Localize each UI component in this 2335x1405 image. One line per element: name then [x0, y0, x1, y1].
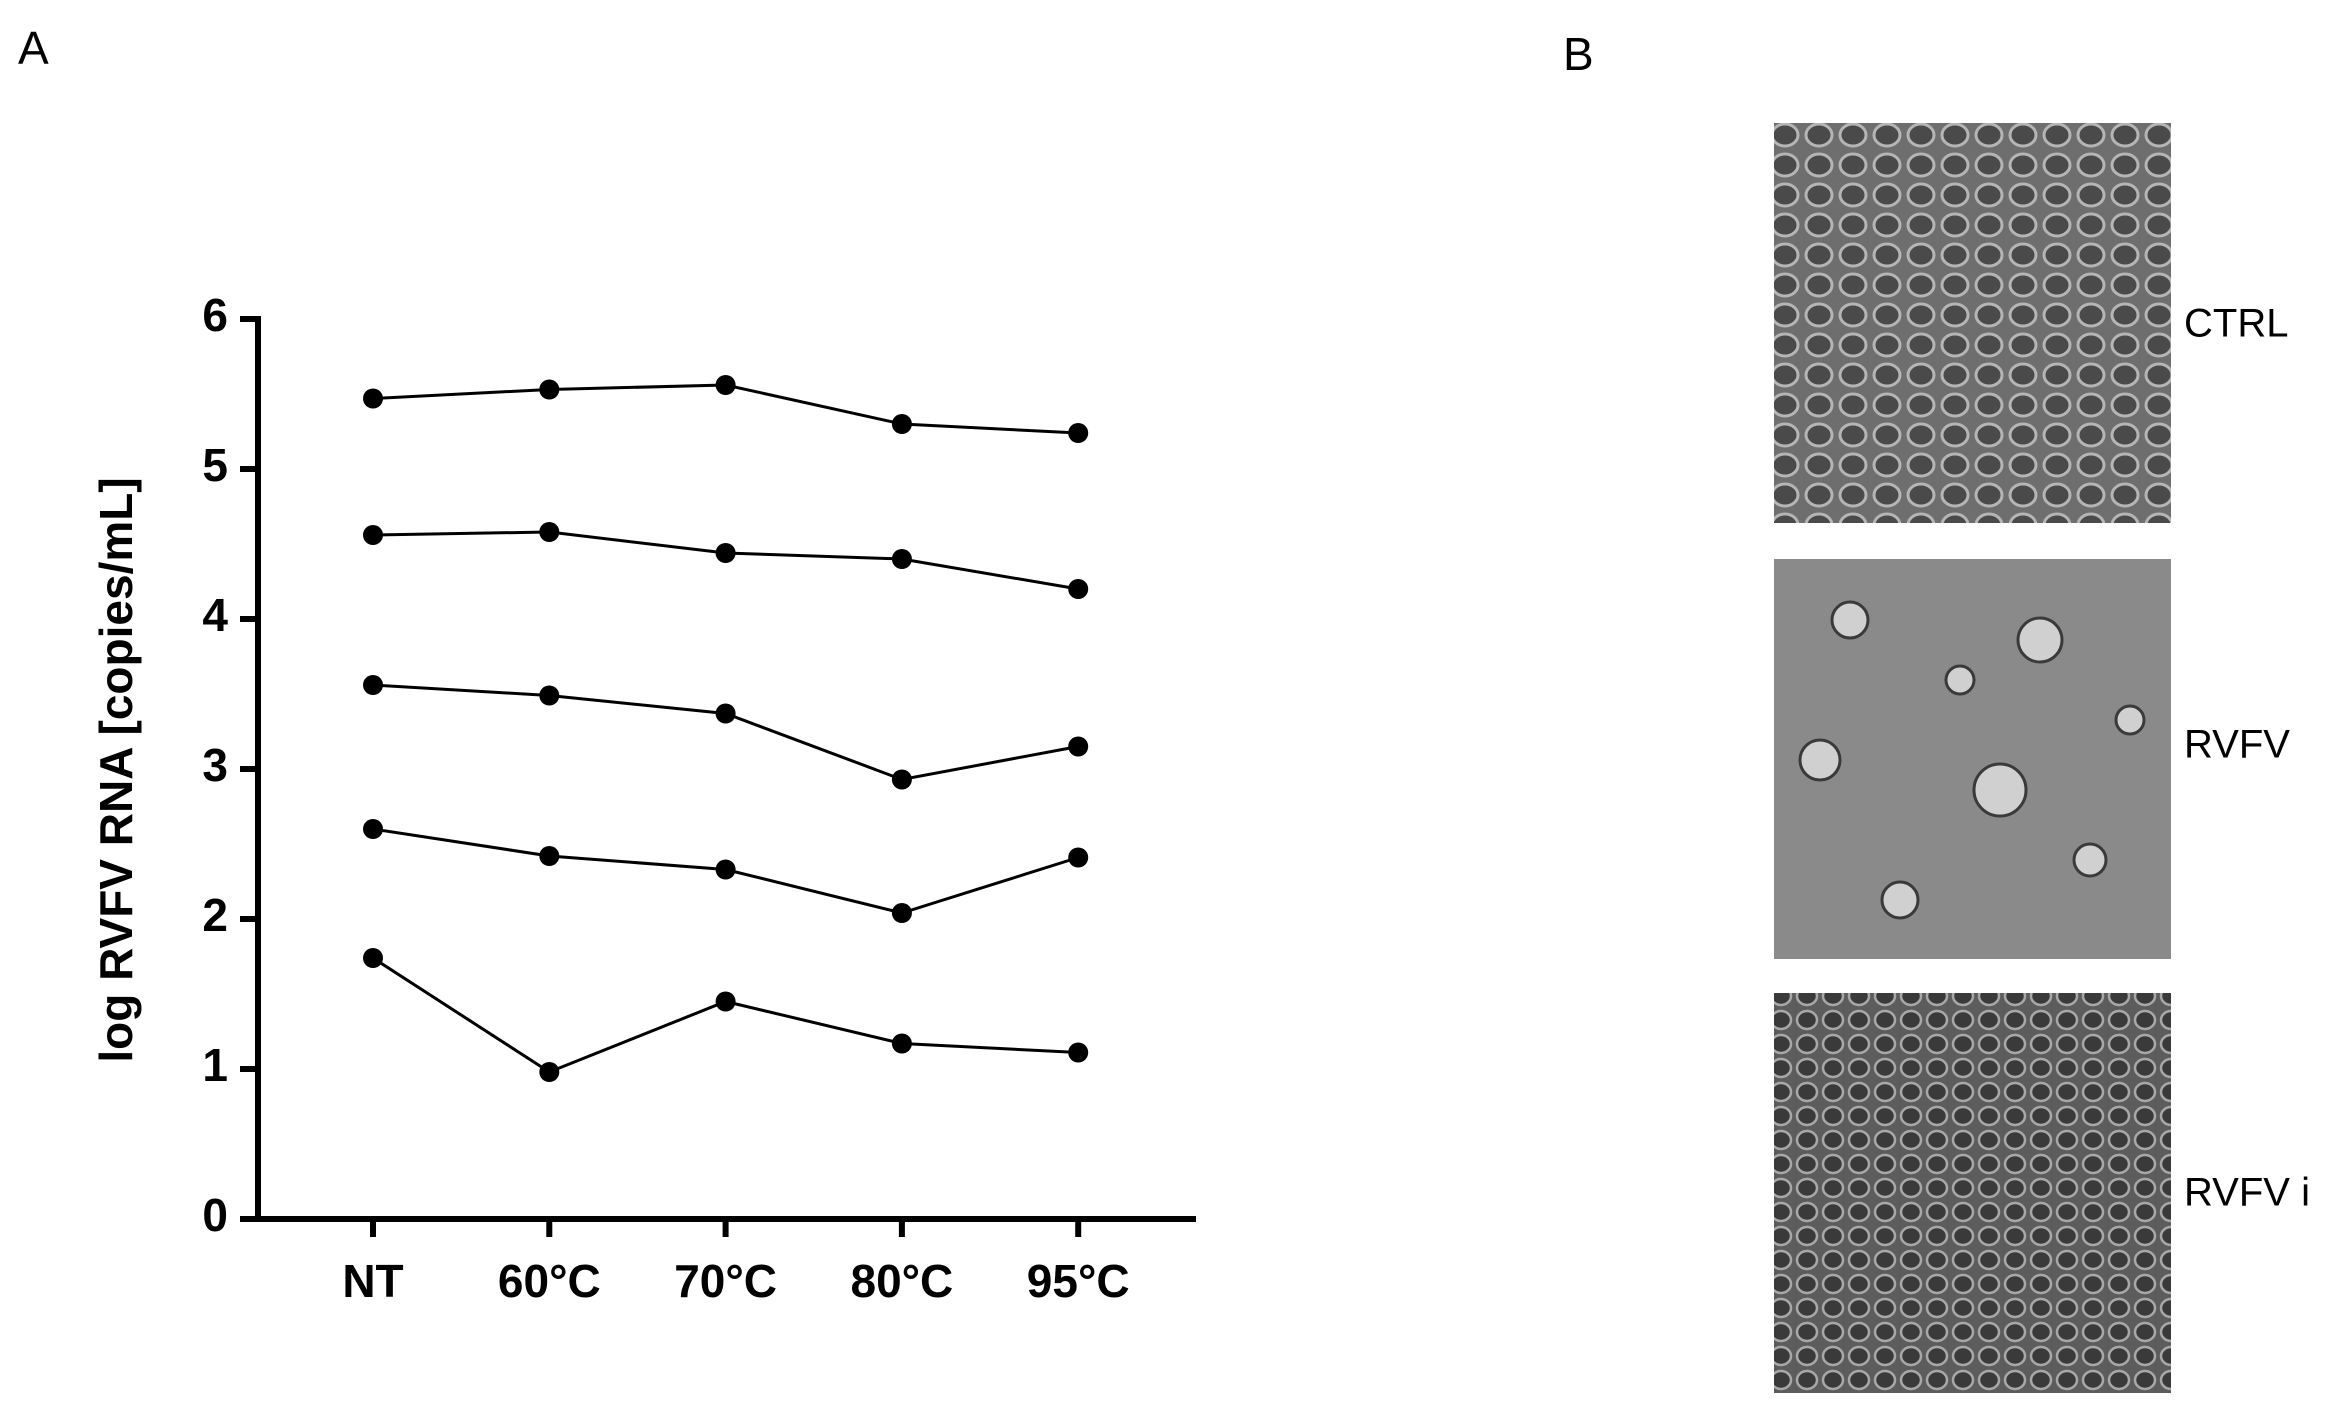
y-tick-label: 6 [202, 289, 228, 341]
x-tick-label: 70°C [674, 1255, 777, 1307]
y-tick-label: 1 [202, 1039, 228, 1091]
point [1068, 579, 1089, 599]
x-tick-label: 60°C [498, 1255, 601, 1307]
point [715, 375, 736, 395]
point [891, 769, 912, 790]
micrograph-detail [1798, 600, 2146, 920]
y-tick-label: 3 [202, 739, 228, 791]
y-tick-label: 2 [202, 889, 228, 941]
point [715, 859, 736, 880]
image-label: RVFV [2184, 723, 2290, 767]
x-tick-label: NT [342, 1255, 403, 1307]
micrograph [1774, 123, 2171, 523]
panel-label: A [18, 22, 49, 74]
y-tick-label: 4 [202, 589, 228, 641]
point [363, 819, 383, 839]
point [363, 525, 383, 545]
point [715, 703, 736, 724]
point [363, 948, 383, 968]
panel-label: B [1563, 28, 1594, 80]
y-tick-label: 5 [202, 439, 228, 491]
point [715, 991, 736, 1012]
image-label: RVFV i [2184, 1171, 2310, 1215]
point [1068, 736, 1089, 757]
point [363, 388, 383, 409]
point [539, 379, 560, 400]
point [1068, 1042, 1089, 1063]
point [539, 685, 560, 706]
x-tick-label: 80°C [851, 1255, 954, 1307]
x-tick-label: 95°C [1027, 1255, 1130, 1307]
point [363, 675, 383, 695]
point [539, 846, 560, 866]
image-label: CTRL [2184, 302, 2288, 346]
point [891, 414, 912, 434]
point [891, 903, 912, 923]
series-line [372, 956, 1079, 1074]
point [1068, 847, 1089, 868]
y-tick-label: 0 [202, 1189, 228, 1241]
micrograph [1774, 993, 2171, 1393]
point [891, 549, 912, 569]
point [1068, 423, 1089, 443]
point [891, 1033, 912, 1054]
point [715, 543, 736, 563]
point [539, 1062, 560, 1082]
point [539, 522, 560, 542]
y-axis-label: log RVFV RNA [copies/mL] [90, 477, 142, 1062]
series-line [372, 683, 1079, 782]
